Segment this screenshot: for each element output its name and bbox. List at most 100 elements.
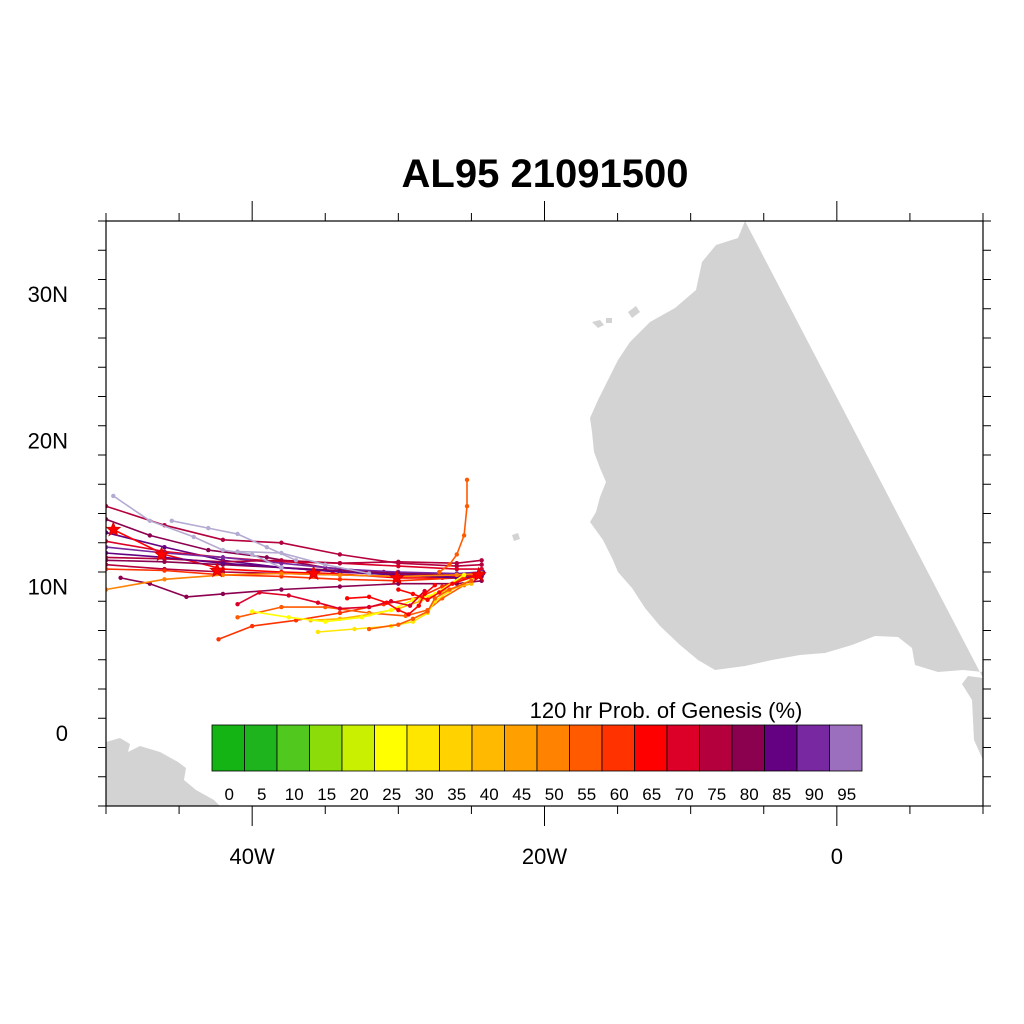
track-line (252, 574, 465, 623)
track-point (425, 609, 430, 614)
track-point (461, 572, 467, 578)
track-point (396, 559, 401, 564)
colorbar-label: 60 (610, 785, 629, 804)
track-point (388, 607, 394, 613)
colorbar-box (764, 724, 798, 772)
track-point (432, 582, 438, 588)
lon-label: 0 (831, 844, 843, 869)
track-point (437, 569, 442, 575)
track-point (396, 563, 401, 569)
colorbar-label: 85 (772, 785, 791, 804)
colorbar-box (341, 724, 375, 772)
colorbar-box (536, 724, 570, 772)
track-point (384, 600, 389, 605)
track-point (396, 587, 401, 592)
south-america-landmass (106, 738, 220, 806)
track-point (279, 550, 284, 556)
track-point (337, 577, 343, 582)
colorbar-box (731, 724, 765, 772)
track-point (118, 575, 123, 581)
colorbar-box (439, 724, 473, 772)
track-point (169, 518, 174, 524)
genesis-star (209, 562, 226, 578)
track-line (106, 552, 482, 579)
track-point (235, 615, 240, 620)
track-point (279, 587, 284, 592)
colorbar-box (601, 724, 635, 772)
genesis-star (470, 566, 487, 582)
track-point (337, 572, 343, 578)
colorbar-box (471, 724, 505, 772)
track-point (279, 604, 284, 610)
colorbar-box (406, 724, 440, 772)
track-point (279, 540, 284, 545)
colorbar-box (569, 724, 603, 772)
lon-label: 20W (522, 844, 567, 869)
colorbar-label: 65 (642, 785, 661, 804)
track-line (218, 577, 465, 641)
lat-label: 30N (28, 282, 68, 307)
track-point (249, 623, 255, 629)
track-point (235, 531, 240, 537)
track-point (220, 547, 226, 553)
track-point (454, 566, 459, 572)
colorbar-labels: 0 5 10 15 20 25 30 35 40 45 50 55 60 65 70 75 80 85 90 95 (225, 785, 857, 804)
track-point (257, 590, 262, 595)
track-point (461, 533, 467, 538)
track-line (106, 546, 482, 575)
colorbar-boxes (211, 724, 863, 772)
track-point (359, 615, 364, 620)
axis-ticks (98, 201, 991, 826)
colorbar-box (374, 724, 408, 772)
track-point (464, 477, 470, 483)
latitude-labels: 30N 20N 10N 0 (28, 282, 68, 746)
track-point (220, 591, 226, 597)
track-point (323, 619, 328, 624)
track-point (220, 561, 226, 566)
track-point (479, 558, 484, 563)
colorbar-box (666, 724, 700, 772)
canary-islands (592, 306, 640, 328)
lon-label: 40W (230, 844, 275, 869)
colorbar-label: 40 (480, 785, 499, 804)
colorbar-label: 20 (350, 785, 369, 804)
track-point (469, 578, 474, 583)
colorbar-box (244, 724, 278, 772)
track-point (337, 610, 343, 616)
track-point (454, 572, 459, 578)
track-point (293, 618, 299, 623)
track-point (184, 594, 189, 600)
track-point (388, 599, 394, 604)
colorbar-box (211, 724, 245, 772)
track-point (264, 555, 269, 560)
cape-verde-islands (512, 533, 520, 541)
colorbar-box (829, 724, 863, 772)
track-point (111, 493, 116, 499)
track-point (286, 615, 291, 620)
track-point (191, 534, 196, 540)
track-point (235, 601, 240, 607)
track-point (396, 622, 401, 627)
colorbar-box (276, 724, 310, 772)
colorbar-label: 30 (415, 785, 434, 804)
colorbar-label: 50 (545, 785, 564, 804)
colorbar-box (699, 724, 733, 772)
colorbar-box (504, 724, 538, 772)
colorbar-label: 25 (382, 785, 401, 804)
track-point (454, 552, 459, 557)
track-point (416, 603, 421, 608)
track-point (432, 596, 438, 601)
track-point (216, 637, 221, 642)
colorbar-box (309, 724, 343, 772)
colorbar-label: 0 (225, 785, 234, 804)
colorbar-label: 10 (285, 785, 304, 804)
track-line (317, 578, 472, 633)
track-point (464, 503, 470, 509)
track-line (237, 584, 465, 619)
colorbar-label: 15 (317, 785, 336, 804)
track-point (206, 547, 211, 553)
track-point (315, 629, 321, 635)
genesis-star (388, 569, 405, 585)
track-point (366, 604, 372, 610)
